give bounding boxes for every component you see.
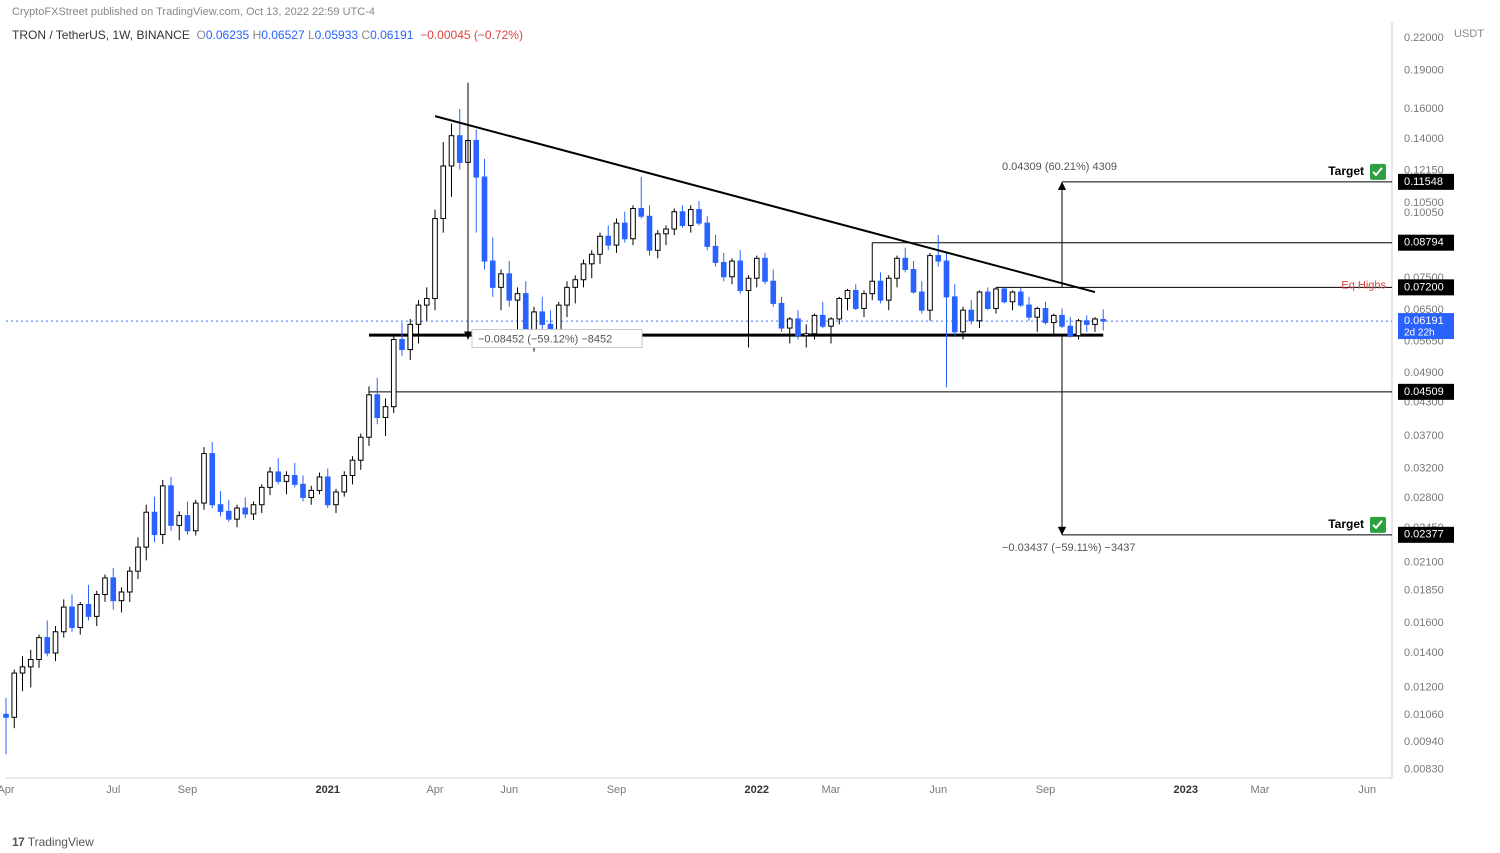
svg-text:0.01600: 0.01600: [1404, 617, 1444, 629]
svg-text:0.14000: 0.14000: [1404, 133, 1444, 145]
svg-text:Jun: Jun: [929, 784, 947, 796]
svg-text:0.11548: 0.11548: [1404, 176, 1443, 188]
svg-text:0.01060: 0.01060: [1404, 709, 1444, 721]
svg-text:Sep: Sep: [1036, 784, 1056, 796]
svg-text:0.04309 (60.21%) 4309: 0.04309 (60.21%) 4309: [1002, 161, 1117, 173]
svg-text:0.22000: 0.22000: [1404, 32, 1444, 44]
svg-text:0.02100: 0.02100: [1404, 556, 1444, 568]
svg-text:Mar: Mar: [822, 784, 841, 796]
svg-text:0.03700: 0.03700: [1404, 430, 1444, 442]
svg-text:0.01400: 0.01400: [1404, 647, 1444, 659]
svg-text:0.16000: 0.16000: [1404, 103, 1444, 115]
tradingview-attribution: 17 TradingView: [12, 835, 94, 849]
svg-text:0.10500: 0.10500: [1404, 197, 1444, 209]
svg-text:0.03200: 0.03200: [1404, 462, 1444, 474]
svg-text:0.00940: 0.00940: [1404, 736, 1444, 748]
publisher-info: CryptoFXStreet published on TradingView.…: [12, 6, 375, 18]
svg-text:Jun: Jun: [500, 784, 518, 796]
chart-plot[interactable]: 0.00830 0.00940 0.01060 0.01200 0.01400 0.016…: [0, 22, 1500, 822]
svg-text:0.04509: 0.04509: [1404, 386, 1444, 398]
svg-text:2023: 2023: [1174, 784, 1198, 796]
svg-text:Sep: Sep: [607, 784, 627, 796]
svg-text:0.07200: 0.07200: [1404, 281, 1444, 293]
svg-text:−0.03437 (−59.11%) −3437: −0.03437 (−59.11%) −3437: [1002, 542, 1135, 554]
svg-text:2022: 2022: [745, 784, 769, 796]
svg-text:Jun: Jun: [1358, 784, 1376, 796]
svg-text:0.00830: 0.00830: [1404, 764, 1444, 776]
svg-text:0.02377: 0.02377: [1404, 529, 1444, 541]
svg-text:0.06191: 0.06191: [1404, 315, 1444, 327]
svg-text:0.01850: 0.01850: [1404, 585, 1444, 597]
svg-text:Target: Target: [1328, 517, 1364, 531]
svg-text:0.01200: 0.01200: [1404, 681, 1444, 693]
svg-text:2021: 2021: [316, 784, 340, 796]
svg-text:Jul: Jul: [106, 784, 120, 796]
svg-text:2d 22h: 2d 22h: [1404, 328, 1435, 339]
svg-text:−0.08452 (−59.12%) −8452: −0.08452 (−59.12%) −8452: [478, 334, 612, 346]
svg-text:0.04900: 0.04900: [1404, 367, 1444, 379]
svg-text:0.08794: 0.08794: [1404, 237, 1444, 249]
svg-text:Apr: Apr: [0, 784, 15, 796]
svg-text:Mar: Mar: [1251, 784, 1270, 796]
svg-text:0.19000: 0.19000: [1404, 65, 1444, 77]
svg-text:Target: Target: [1328, 164, 1364, 178]
svg-text:Eq Highs: Eq Highs: [1341, 279, 1386, 291]
svg-text:Sep: Sep: [178, 784, 198, 796]
svg-text:Apr: Apr: [426, 784, 443, 796]
svg-text:0.02800: 0.02800: [1404, 492, 1444, 504]
